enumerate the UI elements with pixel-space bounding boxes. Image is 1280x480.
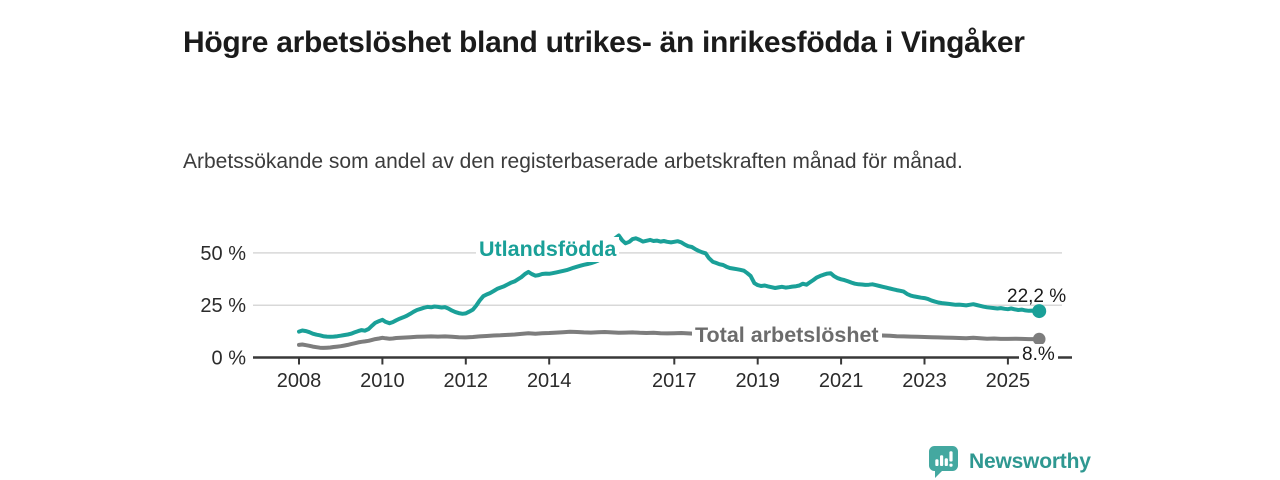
x-tick-label: 2010 — [360, 370, 405, 392]
end-value-label-total: 8.% — [1019, 344, 1058, 366]
series-label-utlandsfodda: Utlandsfödda — [476, 237, 620, 262]
series-end-dot-1 — [1032, 332, 1046, 346]
end-value-label-utlandsfodda: 22,2 % — [1007, 286, 1067, 307]
x-tick-label: 2014 — [527, 370, 572, 392]
series-end-dot-0 — [1032, 304, 1047, 319]
y-tick-label: 25 % — [200, 295, 246, 317]
x-tick-label: 2012 — [444, 370, 489, 392]
x-tick-label: 2008 — [277, 370, 322, 392]
y-tick-label: 50 % — [200, 243, 246, 265]
x-tick-label: 2017 — [652, 370, 697, 392]
newsworthy-chart-bubble-icon — [929, 446, 958, 478]
newsworthy-logo: Newsworthy — [928, 445, 1091, 479]
x-tick-label: 2025 — [986, 370, 1031, 392]
x-tick-label: 2019 — [735, 370, 780, 392]
series-line-0 — [297, 233, 1042, 339]
series-label-total-arbetsloshet: Total arbetslöshet — [692, 323, 882, 348]
page-title: Högre arbetslöshet bland utrikes- än inr… — [183, 26, 1025, 60]
x-tick-label: 2021 — [819, 370, 864, 392]
x-tick-label: 2023 — [902, 370, 947, 392]
y-tick-label: 0 % — [212, 348, 247, 370]
chart-subtitle: Arbetssökande som andel av den registerb… — [183, 150, 963, 173]
series-line-1 — [297, 329, 1042, 350]
newsworthy-wordmark: Newsworthy — [969, 450, 1091, 473]
